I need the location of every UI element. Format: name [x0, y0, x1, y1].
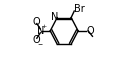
Text: O: O	[33, 17, 40, 27]
Text: O: O	[86, 26, 94, 36]
Text: O: O	[33, 35, 40, 45]
Text: +: +	[42, 24, 47, 29]
Text: −: −	[37, 41, 42, 46]
Text: N: N	[37, 26, 44, 36]
Text: N: N	[51, 12, 58, 22]
Text: Br: Br	[74, 4, 85, 14]
